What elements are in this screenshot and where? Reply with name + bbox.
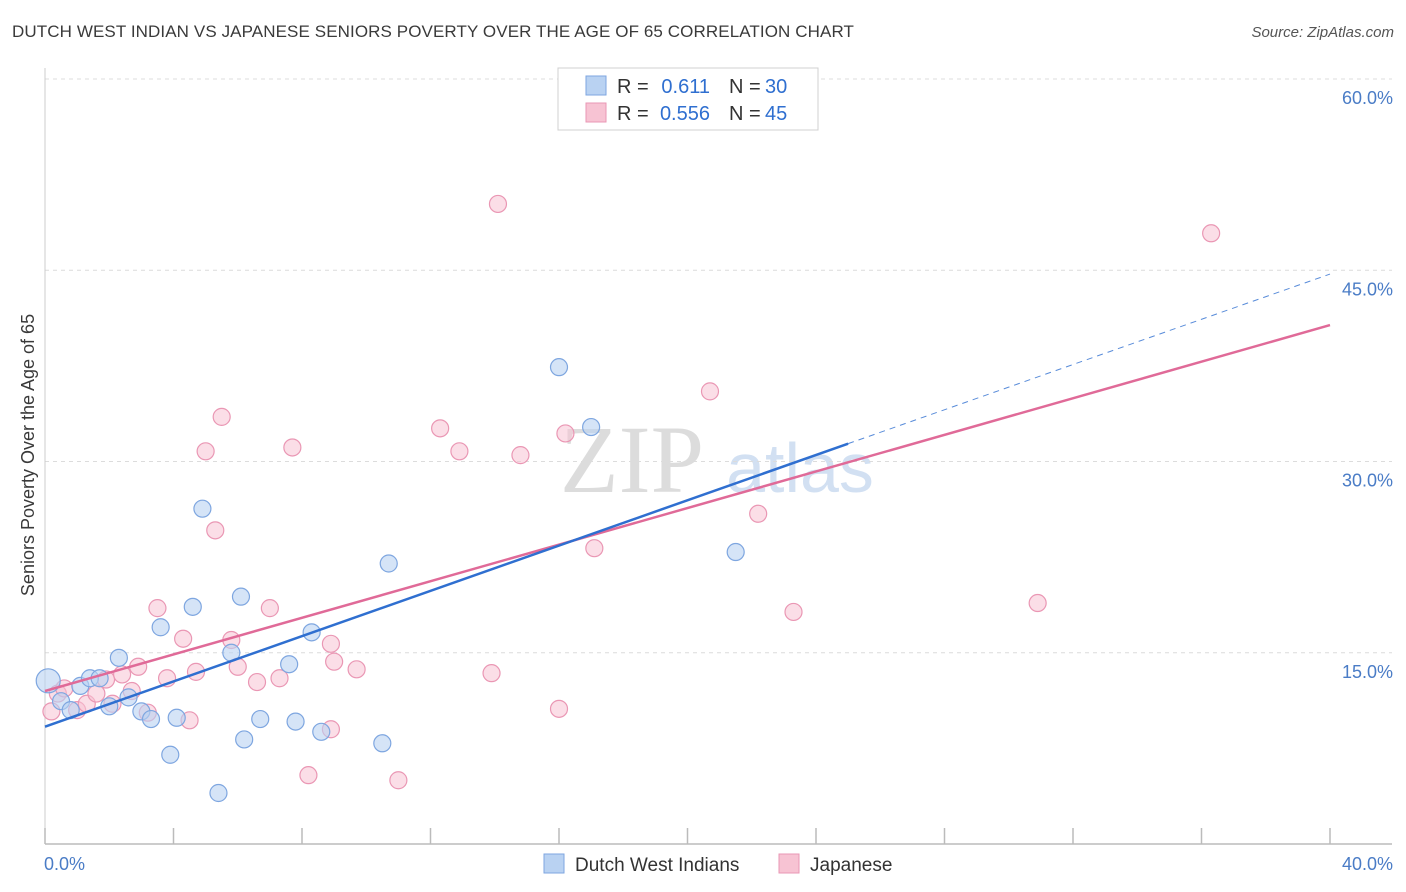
y-tick-label: 30.0% [1342,471,1393,491]
grid-lines [45,78,1392,654]
japanese-point [299,766,318,785]
japanese-point [482,664,501,683]
y-tick-label: 60.0% [1342,88,1393,108]
japanese-point [556,424,575,443]
japanese-trend-line [44,323,1331,693]
dutch-west-indian-trend-line [44,442,849,728]
legend-n-label-1: N = [729,76,761,98]
japanese-point [1028,593,1047,613]
dutch-west-indian-trend-extension [847,273,1331,445]
legend-r-label-1: R = [617,76,649,98]
japanese-point [270,669,289,688]
axes [44,68,1392,845]
correlation-legend: R = 0.611 N = 30 R = 0.556 N = 45 [557,67,819,131]
dutch-west-indian-point [251,709,270,729]
dutch-west-indian-point [209,783,228,803]
dutch-west-indian-point [280,655,299,674]
japanese-point [511,446,530,465]
dutch-west-indian-point [235,730,254,749]
japanese-point [212,407,231,426]
japanese-point [389,771,408,790]
dutch-west-indian-point [161,745,180,764]
japanese-point [450,442,469,461]
legend-n-value-2: 45 [765,103,787,125]
japanese-point [749,504,768,523]
dutch-west-indian-point [35,668,61,694]
tick-labels: 15.0% 30.0% 45.0% 60.0% 0.0% 40.0% [44,88,1393,874]
legend-swatch-pink [585,102,607,123]
series-legend-label-pink: Japanese [810,855,892,876]
y-axis-title: Seniors Poverty Over the Age of 65 [18,314,38,596]
japanese-point [488,194,508,214]
japanese-point [206,521,225,540]
y-tick-label: 45.0% [1342,279,1393,299]
dutch-west-indian-point [312,722,331,741]
japanese-point [1202,224,1221,243]
japanese-point [247,672,267,692]
legend-swatch-blue [585,75,607,96]
dutch-west-indian-point [151,618,170,637]
series-legend-label-blue: Dutch West Indians [575,855,739,876]
dutch-west-indian-point [141,709,161,729]
x-tick-label: 40.0% [1342,854,1393,874]
source-credit: Source: ZipAtlas.com [1251,24,1394,41]
dutch-west-indian-point [167,708,186,727]
chart-title: DUTCH WEST INDIAN VS JAPANESE SENIORS PO… [12,22,855,41]
series-legend-swatch-blue [543,853,565,874]
watermark-atlas: atlas [726,429,874,507]
dutch-west-indian-point [549,358,569,377]
legend-r-value-1: 0.611 [661,76,710,98]
japanese-point [148,599,167,618]
japanese-point [784,602,803,622]
dutch-west-indian-point [193,499,212,518]
x-tick-label: 0.0% [44,854,85,874]
legend-r-label-2: R = [617,103,649,125]
legend-n-value-1: 30 [765,76,787,98]
y-tick-label: 15.0% [1342,662,1393,682]
dutch-west-indian-point [183,597,202,616]
dutch-west-indian-point [109,648,128,667]
japanese-point [549,699,569,718]
japanese-point [347,660,366,679]
japanese-point [585,539,604,558]
dutch-west-indian-point [582,417,601,437]
dutch-west-indian-point [286,712,305,731]
dutch-west-indian-point [726,542,745,562]
watermark-zip: ZIP [560,406,704,513]
dutch-west-indian-point [231,587,251,606]
japanese-point [174,629,193,648]
japanese-point [196,442,215,461]
series-legend: Dutch West Indians Japanese [543,853,892,876]
japanese-point [325,652,344,671]
japanese-point [431,419,450,438]
legend-n-label-2: N = [729,103,761,125]
series-legend-swatch-pink [778,853,800,874]
japanese-point [283,438,302,457]
legend-r-value-2: 0.556 [660,103,710,125]
dutch-west-indian-point [373,734,392,753]
dutch-west-indian-point [379,554,398,573]
japanese-point [260,599,279,618]
japanese-point [321,634,341,653]
japanese-point [700,382,720,401]
trend-lines [44,273,1331,728]
